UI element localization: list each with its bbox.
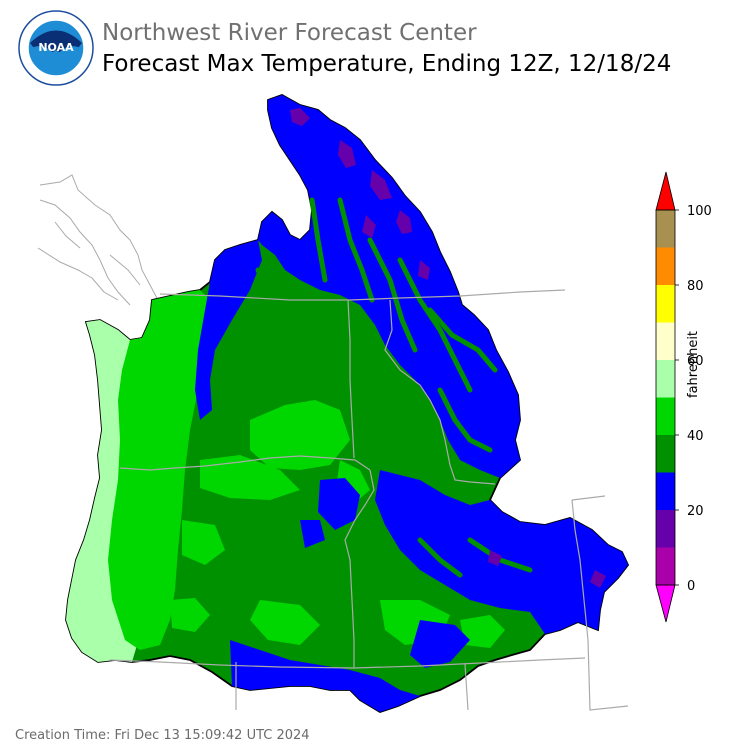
colorbar-unit-label: fahrenheit (686, 330, 701, 398)
colorbar-tick-label-5: 100 (687, 204, 712, 219)
cold-zones (195, 95, 628, 712)
very-cold-peaks (290, 108, 606, 588)
colorbar-tick-label-2: 40 (687, 429, 704, 444)
noaa-logo: NOAA (18, 10, 94, 86)
logo-text: NOAA (38, 41, 74, 54)
colorbar-bin-4 (656, 397, 675, 435)
colorbar-tick-label-3: 60 (687, 354, 704, 369)
state-boundaries (109, 289, 629, 711)
colorbar-frame (655, 209, 676, 586)
colorbar-ticks: 0 20 40 60 80 100 (675, 204, 712, 594)
coastline-context (37, 174, 161, 316)
creation-time: Creation Time: Fri Dec 13 15:09:42 UTC 2… (15, 728, 310, 743)
colorbar-under-arrow (655, 584, 676, 623)
colorbar-tick-label-0: 0 (687, 579, 695, 594)
colorbar-tick-label-1: 20 (687, 504, 704, 519)
colorbar-bin-5 (656, 360, 675, 398)
colorbar-bin-8 (656, 247, 675, 285)
agency-title: Northwest River Forecast Center (102, 20, 477, 46)
colorbar-tick-label-4: 80 (687, 279, 704, 294)
colorbar-bin-6 (656, 322, 675, 360)
valley-streaks (255, 197, 533, 578)
western-lowlands (108, 290, 210, 650)
colorbar-bin-1 (656, 510, 675, 548)
colorbar-bin-2 (656, 472, 675, 510)
colorbar-bin-7 (656, 285, 675, 323)
colorbar-bin-3 (656, 435, 675, 473)
colorbar-bin-0 (656, 547, 675, 585)
colorbar-bins (656, 210, 675, 585)
temperature-colorbar: 0 20 40 60 80 100 (655, 171, 712, 623)
product-title: Forecast Max Temperature, Ending 12Z, 12… (102, 51, 672, 77)
colorbar-bin-9 (656, 210, 675, 248)
colorbar-over-arrow (655, 171, 676, 211)
